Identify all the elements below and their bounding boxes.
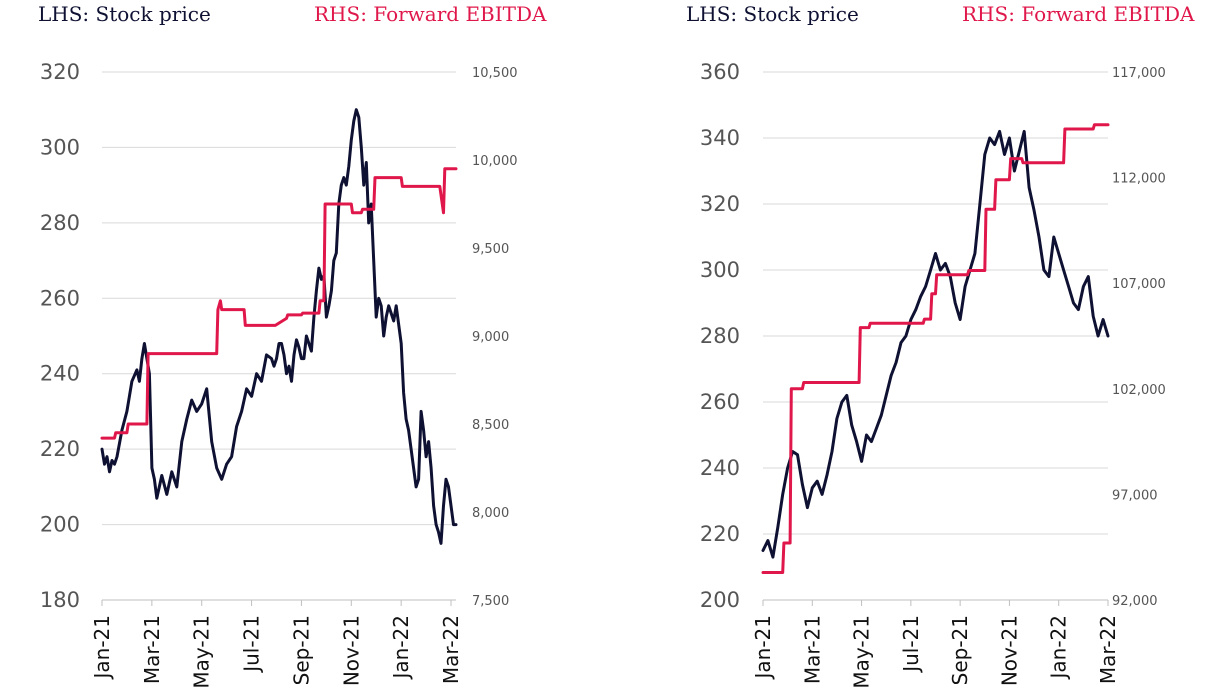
lhs-legend: LHS: Stock price	[686, 2, 859, 26]
rhs-legend: RHS: Forward EBITDA	[314, 2, 547, 26]
x-axis-tick-label: Nov-21	[997, 615, 1021, 686]
x-axis-tick-label: May-21	[190, 615, 214, 689]
x-axis-tick-label: Jul-21	[899, 615, 923, 674]
rhs-legend: RHS: Forward EBITDA	[962, 2, 1195, 26]
right-chart-svg: 360 340 320 300 280 260 240 220 200 117,000 112,00…	[700, 60, 1166, 689]
x-axis-tick-label: Sep-21	[289, 615, 313, 685]
right-axis-tick-label: 7,500	[472, 594, 509, 609]
left-chart-svg: 320 300 280 260 240 220 200 180 10,500 10,000 9,50…	[40, 60, 518, 689]
x-axis-tick-label: Jul-21	[240, 615, 264, 674]
left-axis-tick-label: 320	[700, 192, 740, 216]
right-axis-tick-label: 92,000	[1112, 594, 1158, 609]
left-axis-tick-label: 340	[700, 126, 740, 150]
right-axis-tick-label: 107,000	[1112, 277, 1166, 292]
x-axis-tick-label: Jan-21	[90, 615, 114, 681]
x-axis-tick-label: Mar-22	[1096, 615, 1120, 684]
right-axis-tick-label: 10,000	[472, 154, 518, 169]
left-axis-tick-label: 200	[40, 513, 80, 537]
right-axis-tick-label: 97,000	[1112, 488, 1158, 503]
forward-ebitda-line	[761, 123, 1110, 574]
x-axis-tick-label: Mar-22	[439, 615, 463, 684]
right-axis-tick-label: 9,500	[472, 242, 509, 257]
left-axis-tick-label: 260	[700, 390, 740, 414]
left-axis-tick-label: 360	[700, 60, 740, 84]
stock-price-line	[761, 129, 1110, 559]
left-chart-panel: LHS: Stock price RHS: Forward EBITDA 320…	[0, 0, 600, 690]
left-axis-tick-label: 240	[700, 456, 740, 480]
x-axis-tick-label: Jan-22	[389, 615, 413, 681]
right-axis-tick-label: 117,000	[1112, 66, 1166, 81]
left-axis-tick-label: 260	[40, 286, 80, 310]
right-axis-tick-label: 10,500	[472, 66, 518, 81]
x-axis-tick-label: Mar-21	[140, 615, 164, 684]
left-axis-tick-label: 280	[40, 211, 80, 235]
x-axis-tick-label: Nov-21	[339, 615, 363, 686]
right-axis-tick-label: 8,000	[472, 506, 509, 521]
x-axis-tick-label: Mar-21	[800, 615, 824, 684]
left-axis-tick-label: 300	[700, 258, 740, 282]
left-axis-tick-label: 240	[40, 362, 80, 386]
right-axis-tick-label: 112,000	[1112, 172, 1166, 187]
right-axis-tick-label: 8,500	[472, 418, 509, 433]
x-axis-tick-label: Jan-22	[1047, 615, 1071, 681]
x-axis-tick-label: May-21	[850, 615, 874, 689]
right-axis-tick-label: 102,000	[1112, 383, 1166, 398]
left-axis-tick-label: 220	[40, 437, 80, 461]
x-axis-tick-label: Sep-21	[948, 615, 972, 685]
left-axis-tick-label: 220	[700, 522, 740, 546]
left-axis-tick-label: 180	[40, 588, 80, 612]
stock-price-line	[100, 108, 458, 545]
forward-ebitda-line	[100, 167, 458, 440]
lhs-legend: LHS: Stock price	[38, 2, 211, 26]
x-axis-tick-label: Jan-21	[751, 615, 775, 681]
left-axis-tick-label: 320	[40, 60, 80, 84]
left-axis-tick-label: 300	[40, 135, 80, 159]
right-chart-panel: LHS: Stock price RHS: Forward EBITDA 360…	[640, 0, 1226, 690]
left-axis-tick-label: 200	[700, 588, 740, 612]
left-axis-tick-label: 280	[700, 324, 740, 348]
right-axis-tick-label: 9,000	[472, 330, 509, 345]
